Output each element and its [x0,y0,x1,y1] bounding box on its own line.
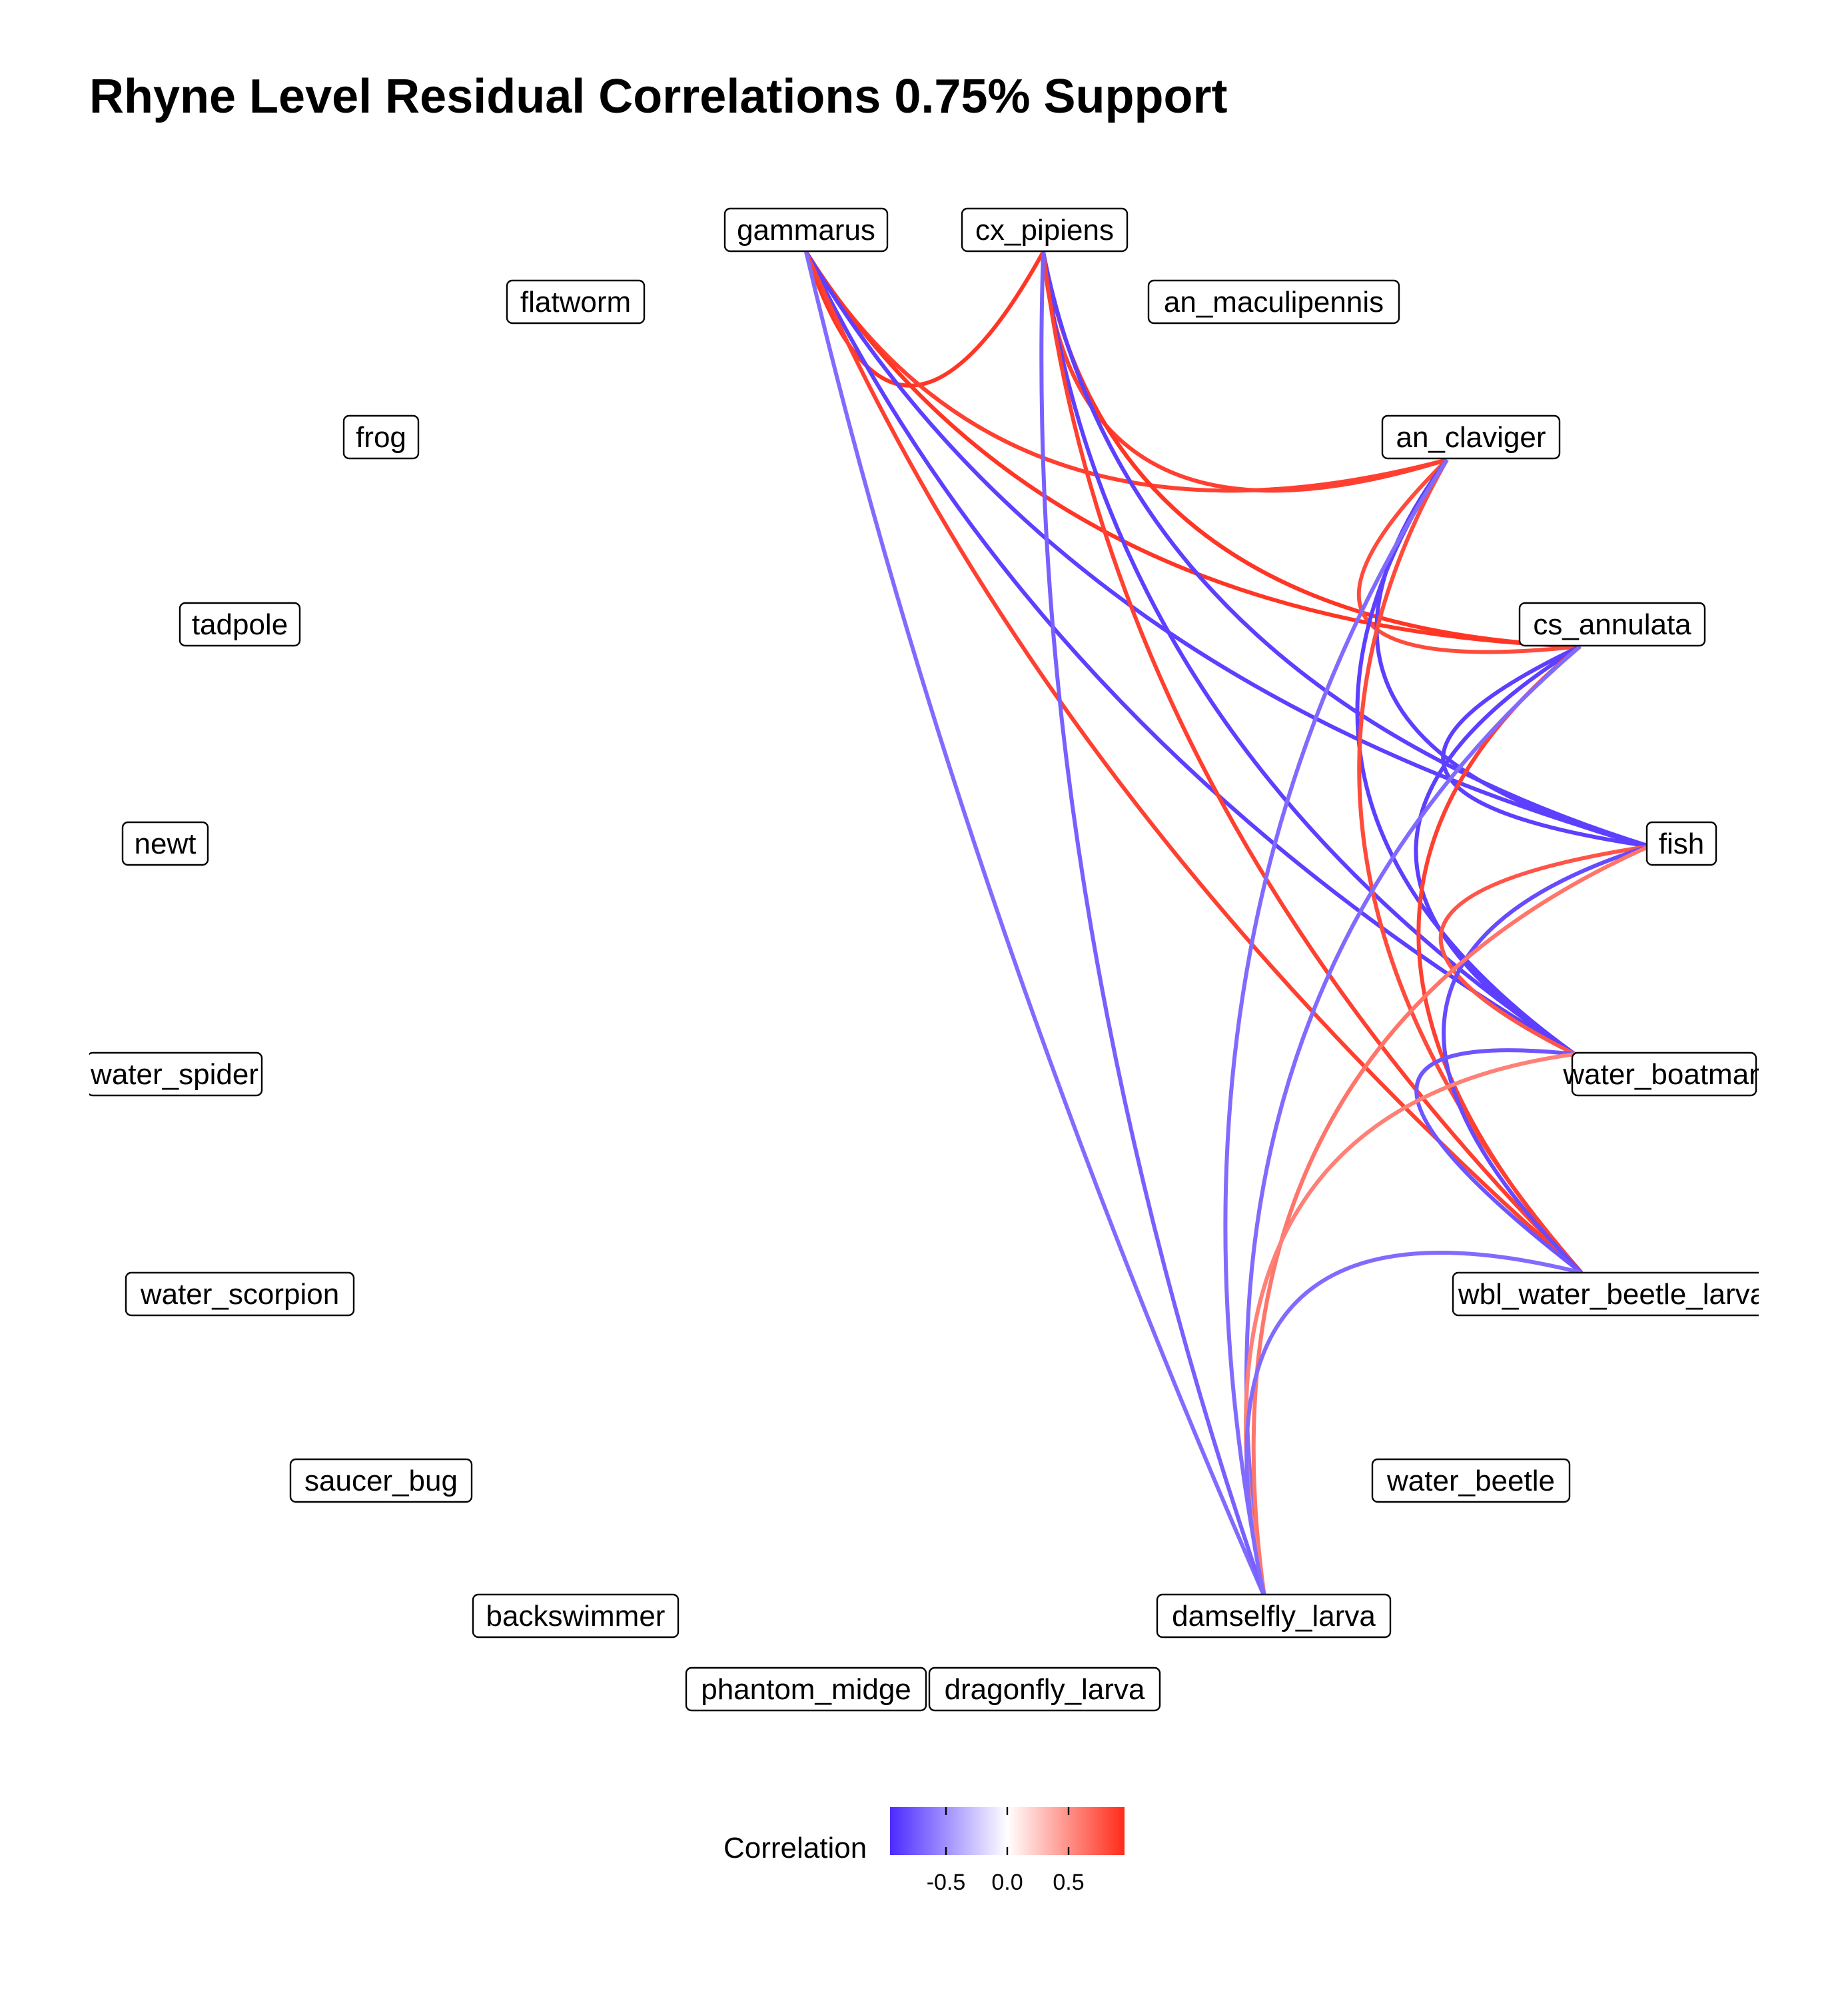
node-label-backswimmer: backswimmer [486,1600,666,1633]
edge-gammarus-cs_annulata [804,251,1581,648]
node-fish: fish [1645,821,1717,866]
edge-an_claviger-water_boatman [1355,458,1576,1056]
node-box-backswimmer [472,1593,680,1639]
node-box-phantom_midge [685,1667,927,1712]
node-water_boatman: water_boatman [1562,1051,1765,1097]
edge-fish-water_boatman [1438,844,1650,1056]
node-label-cs_annulata: cs_annulata [1533,608,1691,641]
node-box-saucer_bug [289,1458,473,1503]
edge-gammarus-wbl_water_beetle_larva [804,251,1583,1275]
legend-tick-label: 0.0 [991,1870,1023,1895]
node-label-flatworm: flatworm [520,286,631,319]
node-box-an_maculipennis [1147,279,1400,325]
node-label-an_maculipennis: an_maculipennis [1164,286,1384,319]
chart-title: Rhyne Level Residual Correlations 0.75% … [89,70,1228,123]
edge-gammarus-fish [804,251,1650,848]
node-label-an_claviger: an_claviger [1396,421,1546,454]
edge-wbl_water_beetle_larva-damselfly_larva [1244,1251,1582,1597]
legend-tick-label: 0.5 [1053,1870,1084,1895]
node-label-cx_pipiens: cx_pipiens [975,214,1114,247]
edge-cx_pipiens-wbl_water_beetle_larva [1041,251,1584,1275]
legend-tick-label: -0.5 [927,1870,966,1895]
node-saucer_bug: saucer_bug [289,1458,473,1503]
node-box-water_scorpion [125,1271,355,1317]
node-phantom_midge: phantom_midge [685,1667,927,1712]
node-label-tadpole: tadpole [192,608,288,641]
edge-cx_pipiens-fish [1041,251,1650,848]
node-cs_annulata: cs_annulata [1518,602,1706,647]
node-tadpole: tadpole [179,602,301,647]
node-an_claviger: an_claviger [1381,414,1561,460]
node-frog: frog [342,414,420,460]
node-label-newt: newt [135,828,197,860]
node-label-fish: fish [1659,828,1704,860]
node-gammarus: gammarus [723,207,889,253]
node-box-frog [342,414,420,460]
edge-cx_pipiens-damselfly_larva [1039,251,1266,1597]
node-label-water_beetle: water_beetle [1386,1465,1555,1497]
node-box-cs_annulata [1518,602,1706,647]
edge-fish-wbl_water_beetle_larva [1442,844,1650,1275]
node-box-tadpole [179,602,301,647]
node-wbl_water_beetle_larva: wbl_water_beetle_larva [1452,1271,1767,1317]
node-box-damselfly_larva [1156,1593,1392,1639]
node-box-gammarus [723,207,889,253]
color-legend: Correlation -0.5 0.0 0.5 [723,1807,1125,1895]
node-newt: newt [121,821,209,866]
node-label-wbl_water_beetle_larva: wbl_water_beetle_larva [1458,1278,1767,1311]
node-water_spider: water_spider [89,1051,263,1097]
node-box-newt [121,821,209,866]
edge-cs_annulata-damselfly_larva [1244,644,1582,1597]
node-damselfly_larva: damselfly_larva [1156,1593,1392,1639]
edge-an_claviger-cs_annulata [1356,458,1581,654]
legend-ticks: -0.5 0.0 0.5 [927,1807,1085,1895]
edge-gammarus-damselfly_larva [804,251,1266,1598]
node-an_maculipennis: an_maculipennis [1147,279,1400,325]
edge-cs_annulata-water_boatman [1414,644,1582,1056]
node-box-water_beetle [1371,1458,1571,1503]
edges-layer [804,251,1651,1598]
edge-water_boatman-damselfly_larva [1244,1052,1576,1597]
node-box-cx_pipiens [961,207,1129,253]
node-backswimmer: backswimmer [472,1593,680,1639]
node-cx_pipiens: cx_pipiens [961,207,1129,253]
node-label-dragonfly_larva: dragonfly_larva [945,1673,1145,1706]
node-label-damselfly_larva: damselfly_larva [1172,1600,1376,1633]
node-box-an_claviger [1381,414,1561,460]
nodes-layer: gammarus cx_pipiens flatworm an_maculipenni… [89,207,1767,1712]
node-flatworm: flatworm [506,279,646,325]
node-water_beetle: water_beetle [1371,1458,1571,1503]
node-box-water_spider [89,1051,263,1097]
node-label-frog: frog [356,421,406,454]
node-box-flatworm [506,279,646,325]
edge-an_claviger-damselfly_larva [1223,458,1449,1597]
node-label-water_scorpion: water_scorpion [140,1278,339,1311]
legend-title: Correlation [723,1832,867,1864]
node-box-dragonfly_larva [928,1667,1161,1712]
node-label-phantom_midge: phantom_midge [701,1673,911,1706]
node-box-wbl_water_beetle_larva [1452,1271,1759,1317]
edge-fish-damselfly_larva [1251,844,1651,1597]
node-dragonfly_larva: dragonfly_larva [928,1667,1161,1712]
node-water_scorpion: water_scorpion [125,1271,355,1317]
node-label-water_boatman: water_boatman [1562,1058,1765,1091]
node-label-water_spider: water_spider [90,1058,258,1091]
node-box-water_boatman [1571,1051,1757,1097]
edge-cs_annulata-fish [1441,644,1650,848]
node-box-fish [1645,821,1717,866]
node-label-saucer_bug: saucer_bug [304,1465,458,1497]
node-label-gammarus: gammarus [737,214,875,247]
edge-water_boatman-wbl_water_beetle_larva [1414,1048,1583,1275]
